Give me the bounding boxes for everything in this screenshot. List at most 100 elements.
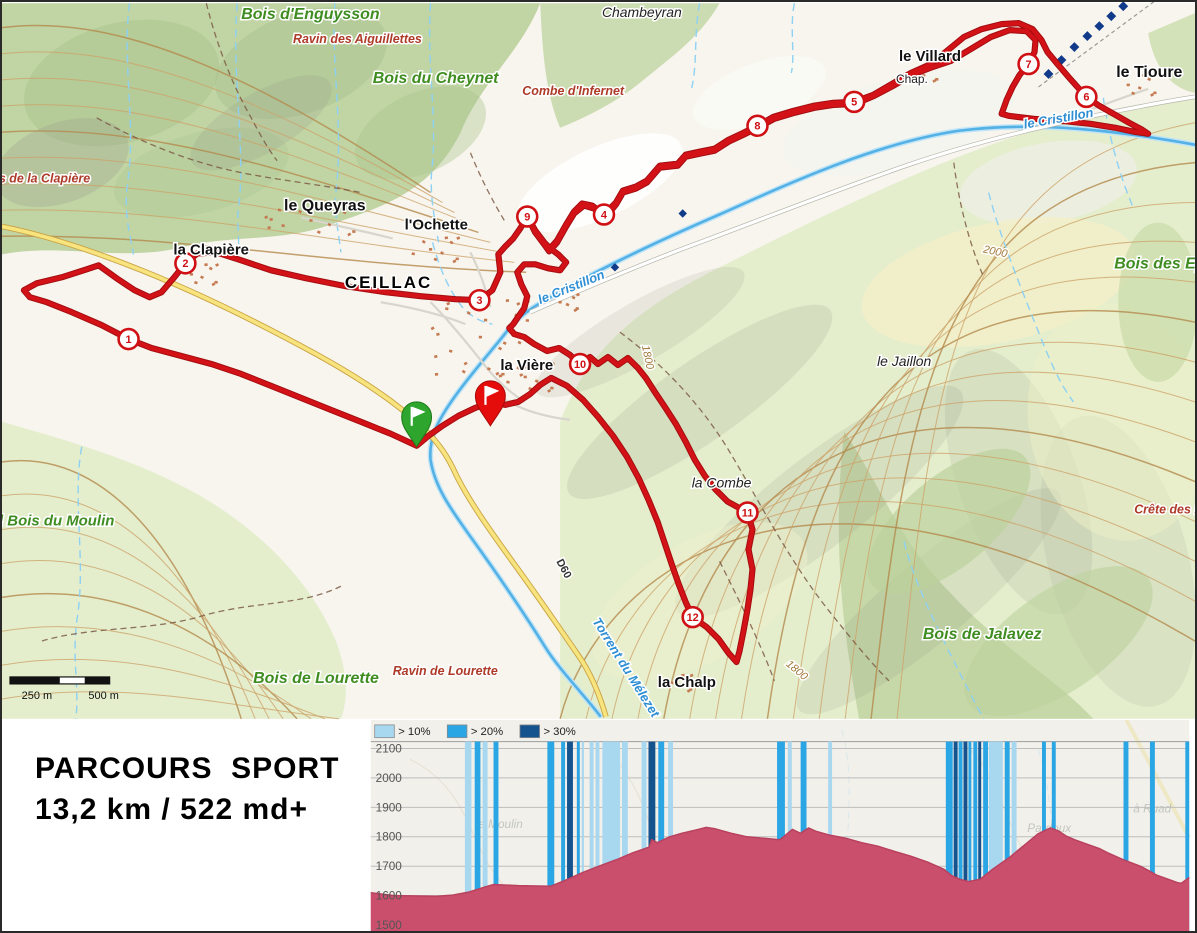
building: [1137, 86, 1142, 90]
map-label: l'Ochette: [405, 216, 468, 233]
y-axis-tick-label: 1700: [376, 860, 403, 873]
contour-line: [2, 77, 455, 213]
waypoint-number: 6: [1083, 92, 1089, 104]
stream: [234, 3, 242, 261]
building: [428, 248, 433, 251]
contour-line: [611, 477, 1195, 719]
gradient-stripe-20: [958, 741, 963, 931]
waypoint-marker-11: 11: [736, 501, 759, 524]
building: [516, 302, 521, 306]
map-label: la Clapière: [173, 241, 249, 258]
map-label: le Jaillon: [877, 353, 931, 369]
map-label: Crête des Eys: [1134, 502, 1195, 516]
waypoint-number: 4: [601, 209, 608, 221]
hiking-trail: [719, 561, 776, 682]
map-label: CEILLAC: [345, 273, 432, 292]
building: [440, 251, 445, 255]
building: [677, 683, 682, 688]
contour-line: [2, 459, 242, 720]
gradient-stripe-10: [641, 741, 647, 931]
building: [449, 240, 454, 245]
ski-lift-line: [1038, 2, 1155, 88]
map-label: d Bois du Moulin: [2, 512, 114, 529]
building: [264, 215, 269, 220]
contour-line: [663, 426, 1195, 719]
building: [916, 77, 921, 82]
map-label: Chambeyran: [602, 4, 682, 20]
building: [455, 257, 459, 261]
building: [352, 230, 356, 233]
map-label: Combe d'Infernet: [522, 84, 625, 98]
contour-line: [896, 122, 1195, 719]
stream: [125, 3, 135, 255]
gradient-stripe-20: [493, 741, 499, 931]
course-stats: 13,2 km / 522 md+: [35, 793, 308, 826]
gradient-stripe-20: [474, 741, 481, 931]
y-axis-tick-label: 1500: [376, 919, 403, 931]
hillshade-blob: [1118, 222, 1195, 382]
building: [342, 210, 347, 215]
elevation-area: [370, 827, 1190, 931]
building: [935, 77, 939, 81]
stream: [74, 446, 83, 719]
building: [277, 208, 282, 212]
building: [309, 219, 313, 222]
gradient-stripe-20: [1123, 741, 1129, 931]
stream: [988, 192, 1074, 403]
gradient-stripe-20: [547, 741, 555, 931]
course-title-block: PARCOURS SPORT 13,2 km / 522 md+: [35, 748, 339, 830]
lift-diamond-icon: [1094, 21, 1105, 32]
building: [448, 349, 453, 353]
building: [189, 272, 193, 276]
gradient-stripe-20: [777, 741, 785, 931]
trail-layer: [41, 3, 985, 682]
hillshade-blob: [215, 7, 387, 119]
building: [1153, 91, 1157, 95]
building: [1142, 73, 1146, 77]
scale-500m-label: 500 m: [88, 690, 118, 702]
building: [519, 373, 524, 377]
map-label: Bois de Lourette: [253, 670, 379, 687]
building: [347, 232, 352, 237]
building: [517, 340, 522, 345]
waypoint-marker-9: 9: [515, 205, 539, 228]
elevation-area-edge: [370, 826, 1190, 897]
map-label: la Combe: [692, 475, 752, 491]
building: [444, 236, 449, 240]
building: [573, 308, 578, 313]
contour-line: [2, 24, 431, 194]
legend-label: > 10%: [398, 726, 430, 738]
building: [523, 375, 527, 379]
waypoint-marker-12: 12: [681, 605, 704, 629]
waypoint-number: 9: [524, 211, 530, 223]
building: [208, 266, 213, 271]
building: [681, 673, 685, 677]
chart-bg-decoration: [1124, 720, 1191, 839]
gradient-stripe-30: [963, 741, 968, 931]
legend-swatch: [374, 724, 395, 739]
building: [200, 275, 205, 280]
hiking-trail: [41, 585, 342, 642]
gradient-stripe-20: [973, 741, 978, 931]
y-axis-tick-label: 1600: [376, 890, 403, 903]
hydrography-layer: [74, 3, 1195, 720]
building: [1147, 77, 1152, 82]
building: [498, 346, 503, 351]
waypoint-number: 8: [754, 121, 760, 133]
waypoint-marker-4: 4: [592, 203, 616, 226]
stream: [333, 3, 342, 253]
ski-lift-layer: [610, 2, 1155, 272]
map-label: la Chalp: [658, 674, 716, 691]
hillshade-blob: [2, 118, 129, 208]
lift-diamond-icon: [1069, 42, 1080, 52]
map-label: le Villard: [899, 48, 961, 65]
gradient-stripe-30: [978, 741, 982, 931]
gradient-stripe-20: [1004, 741, 1010, 931]
building: [524, 365, 528, 369]
building: [571, 295, 576, 300]
waypoint-number: 3: [476, 295, 482, 307]
contour-line: [818, 240, 1195, 719]
waypoint-marker-10: 10: [568, 352, 592, 376]
